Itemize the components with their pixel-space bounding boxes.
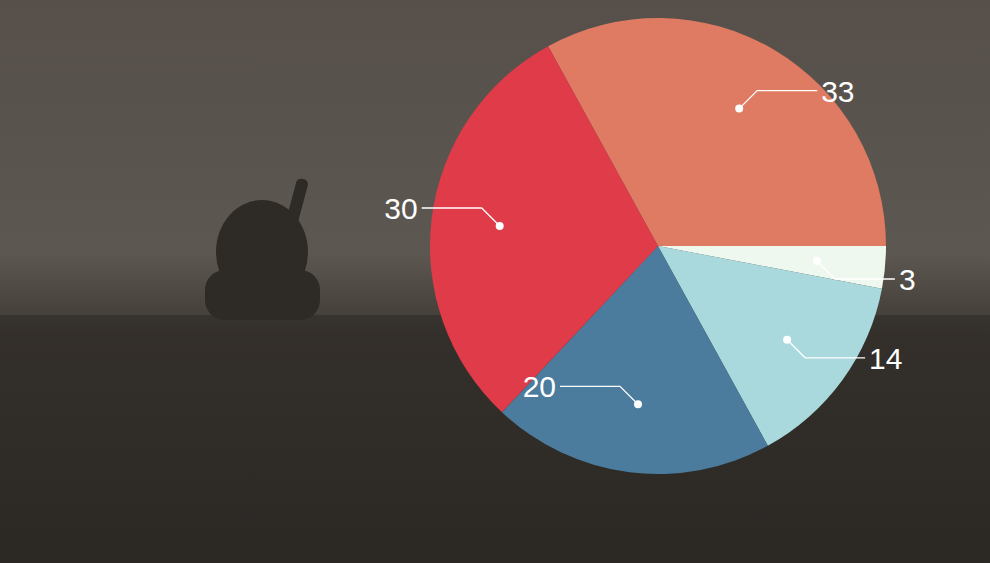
leader-dot xyxy=(496,222,504,230)
slices xyxy=(430,18,886,474)
pie-slice xyxy=(430,46,658,412)
leader-line xyxy=(422,208,500,226)
data-label: 33 xyxy=(821,75,854,108)
leader-line xyxy=(817,261,895,279)
leader-dot xyxy=(735,105,743,113)
snorkel xyxy=(279,178,309,249)
data-label: 30 xyxy=(384,192,417,225)
leader-dot xyxy=(813,257,821,265)
data-label: 3 xyxy=(899,263,916,296)
leader-dot xyxy=(783,336,791,344)
data-label: 14 xyxy=(869,342,902,375)
data-label: 20 xyxy=(523,370,556,403)
data-labels: 333142030 xyxy=(384,75,915,409)
chart: 333142030 xyxy=(0,0,990,563)
leader-line xyxy=(739,91,817,109)
leader-line xyxy=(560,386,638,404)
leader-line xyxy=(787,340,865,358)
shoulders xyxy=(205,270,320,320)
leader-dot xyxy=(634,400,642,408)
